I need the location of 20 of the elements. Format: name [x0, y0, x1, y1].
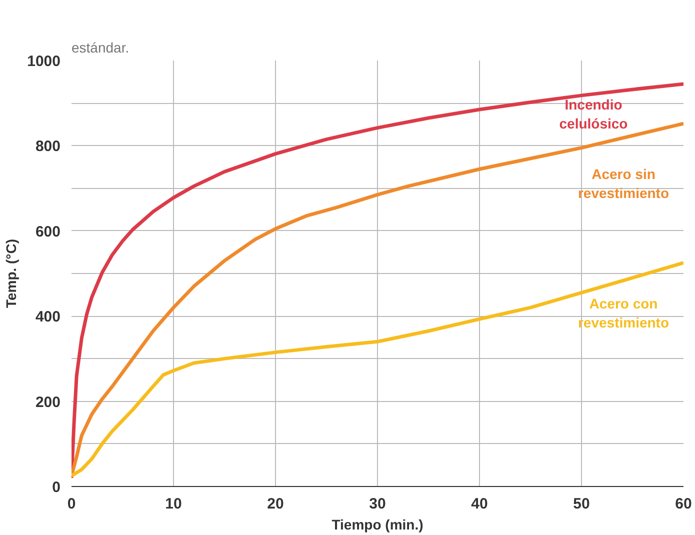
- y-tick-label: 800: [35, 138, 61, 156]
- y-axis-title: Temp. (°C): [3, 238, 20, 308]
- text: estándar.: [72, 40, 130, 56]
- x-tick-label: 60: [675, 496, 692, 512]
- line-series: [72, 261, 684, 478]
- x-tick-label: 40: [471, 496, 488, 512]
- y-tick-label: 0: [52, 479, 60, 496]
- series-label: Acero sin revestimiento: [578, 166, 670, 202]
- x-tick-label: 10: [165, 496, 182, 512]
- y-tick-label: 600: [35, 223, 61, 240]
- x-tick-label: 0: [67, 496, 76, 512]
- x-tick-label: 30: [369, 496, 386, 512]
- y-tick-label: 400: [35, 308, 61, 326]
- x-tick-label: 20: [267, 496, 284, 512]
- x-axis-title: Tiempo (min.): [332, 516, 424, 532]
- x-tick-label: 50: [573, 496, 590, 512]
- series-label: Incendio celulósico: [559, 96, 628, 132]
- y-tick-label: 200: [35, 394, 61, 411]
- y-tick-label: 1000: [27, 53, 61, 70]
- series-label: Acero con revestimiento: [578, 295, 670, 330]
